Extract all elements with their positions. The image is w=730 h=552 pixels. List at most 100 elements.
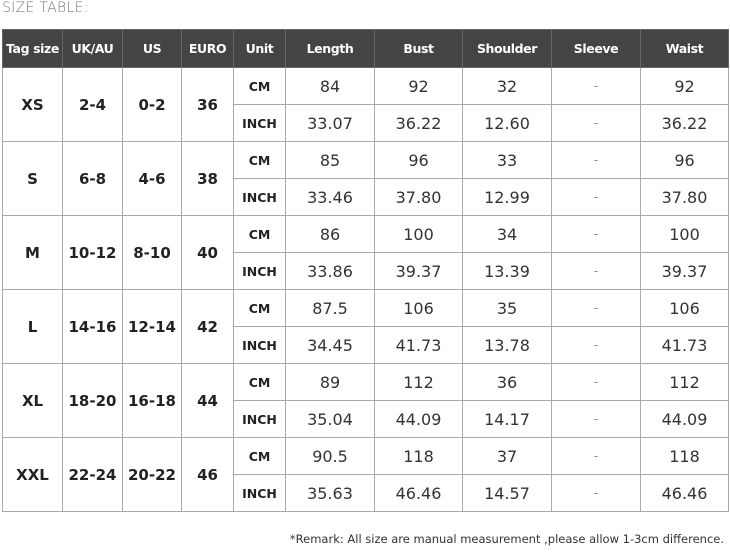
- tag-cell: XL: [2, 363, 63, 438]
- euro-cell: 42: [181, 289, 234, 364]
- tag-cell: XS: [2, 67, 63, 142]
- unit-cell: INCH: [233, 326, 286, 364]
- unit-cell: INCH: [233, 474, 286, 512]
- measurement-cell: -: [551, 141, 641, 179]
- euro-cell: 40: [181, 215, 234, 290]
- table-row: INCH 35.63 46.46 14.57-46.46: [3, 474, 729, 512]
- measurement-cell: 37: [462, 437, 552, 475]
- uk-cell: 10-12: [62, 215, 123, 290]
- measurement-cell: -: [551, 178, 641, 216]
- table-row: INCH 33.07 36.22 12.60-36.22: [3, 104, 729, 142]
- us-cell: 8-10: [122, 215, 182, 290]
- measurement-cell: 112: [374, 363, 463, 401]
- column-header: UK/AU: [62, 29, 123, 68]
- column-header: Waist: [640, 29, 729, 68]
- measurement-cell: 89: [285, 363, 375, 401]
- tag-cell: S: [2, 141, 63, 216]
- euro-cell: 44: [181, 363, 234, 438]
- measurement-cell: 34: [462, 215, 552, 253]
- uk-cell: 22-24: [62, 437, 123, 512]
- measurement-cell: 39.37: [374, 252, 463, 290]
- measurement-cell: 96: [640, 141, 729, 179]
- tag-cell: XXL: [2, 437, 63, 512]
- column-header: Tag size: [2, 29, 63, 68]
- measurement-cell: 86: [285, 215, 375, 253]
- measurement-cell: 100: [374, 215, 463, 253]
- column-header: Unit: [233, 29, 286, 68]
- measurement-cell: 33.46: [285, 178, 375, 216]
- measurement-cell: 112: [640, 363, 729, 401]
- measurement-cell: -: [551, 215, 641, 253]
- unit-cell: INCH: [233, 252, 286, 290]
- measurement-cell: 33: [462, 141, 552, 179]
- euro-cell: 46: [181, 437, 234, 512]
- remark-note: *Remark: All size are manual measurement…: [289, 532, 724, 546]
- measurement-cell: 33.07: [285, 104, 375, 142]
- measurement-cell: -: [551, 437, 641, 475]
- measurement-cell: -: [551, 363, 641, 401]
- measurement-cell: 90.5: [285, 437, 375, 475]
- page-title: SIZE TABLE:: [2, 0, 89, 16]
- measurement-cell: 84: [285, 67, 375, 105]
- uk-cell: 6-8: [62, 141, 123, 216]
- uk-cell: 18-20: [62, 363, 123, 438]
- measurement-cell: 35: [462, 289, 552, 327]
- measurement-cell: 32: [462, 67, 552, 105]
- table-row: INCH 35.04 44.09 14.17-44.09: [3, 400, 729, 438]
- measurement-cell: 35.04: [285, 400, 375, 438]
- us-cell: 4-6: [122, 141, 182, 216]
- unit-cell: INCH: [233, 178, 286, 216]
- column-header: Sleeve: [551, 29, 641, 68]
- table-row: INCH 34.45 41.73 13.78-41.73: [3, 326, 729, 364]
- unit-cell: CM: [233, 289, 286, 327]
- measurement-cell: 33.86: [285, 252, 375, 290]
- us-cell: 16-18: [122, 363, 182, 438]
- table-row: XXL 22-24 20-22 46 CM 90.5 118 37-118: [2, 437, 729, 512]
- size-table: Tag size UK/AU US EURO Unit Length Bust Shoulde…: [2, 29, 729, 512]
- unit-cell: CM: [233, 363, 286, 401]
- table-row: INCH 33.46 37.80 12.99-37.80: [3, 178, 729, 216]
- measurement-cell: 36.22: [374, 104, 463, 142]
- unit-cell: CM: [233, 437, 286, 475]
- header-row: Tag size UK/AU US EURO Unit Length Bust Shoulde…: [2, 29, 729, 68]
- column-header: EURO: [181, 29, 234, 68]
- measurement-cell: 36.22: [640, 104, 729, 142]
- table-row: XS 2-4 0-2 36 CM 84 92 32-92: [2, 67, 729, 142]
- measurement-cell: -: [551, 252, 641, 290]
- measurement-cell: 35.63: [285, 474, 375, 512]
- measurement-cell: 44.09: [374, 400, 463, 438]
- measurement-cell: 12.60: [462, 104, 552, 142]
- column-header: Shoulder: [462, 29, 552, 68]
- measurement-cell: 13.39: [462, 252, 552, 290]
- measurement-cell: 37.80: [640, 178, 729, 216]
- unit-cell: CM: [233, 215, 286, 253]
- euro-cell: 36: [181, 67, 234, 142]
- us-cell: 12-14: [122, 289, 182, 364]
- measurement-cell: 14.57: [462, 474, 552, 512]
- measurement-cell: 100: [640, 215, 729, 253]
- measurement-cell: 118: [374, 437, 463, 475]
- column-header: US: [122, 29, 182, 68]
- measurement-cell: 106: [374, 289, 463, 327]
- uk-cell: 2-4: [62, 67, 123, 142]
- table-row: L 14-16 12-14 42 CM 87.5 106 35-106: [2, 289, 729, 364]
- us-cell: 20-22: [122, 437, 182, 512]
- measurement-cell: -: [551, 104, 641, 142]
- unit-cell: CM: [233, 141, 286, 179]
- measurement-cell: 46.46: [640, 474, 729, 512]
- column-header: Bust: [374, 29, 463, 68]
- table-row: XL 18-20 16-18 44 CM 89 112 36-112: [2, 363, 729, 438]
- measurement-cell: -: [551, 326, 641, 364]
- measurement-cell: -: [551, 67, 641, 105]
- measurement-cell: 92: [374, 67, 463, 105]
- unit-cell: INCH: [233, 104, 286, 142]
- measurement-cell: 46.46: [374, 474, 463, 512]
- table-row: M 10-12 8-10 40 CM 86 100 34-100: [2, 215, 729, 290]
- measurement-cell: 13.78: [462, 326, 552, 364]
- measurement-cell: 12.99: [462, 178, 552, 216]
- measurement-cell: -: [551, 400, 641, 438]
- measurement-cell: 96: [374, 141, 463, 179]
- unit-cell: INCH: [233, 400, 286, 438]
- uk-cell: 14-16: [62, 289, 123, 364]
- measurement-cell: 14.17: [462, 400, 552, 438]
